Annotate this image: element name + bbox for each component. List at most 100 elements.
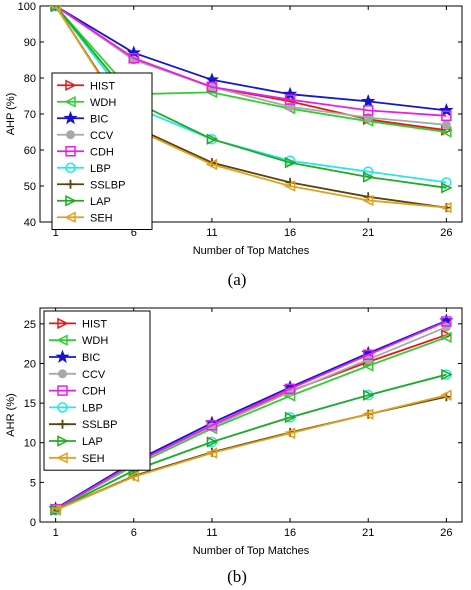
a-point-seh-16 xyxy=(283,180,296,192)
b-series-group xyxy=(48,313,454,516)
a-point-lap-11 xyxy=(206,133,219,145)
a-point-bic-21 xyxy=(361,93,376,108)
b-point-cdh-21 xyxy=(362,349,374,361)
a-x-tick-label: 6 xyxy=(131,227,137,239)
a-y-tick-label: 80 xyxy=(24,73,36,85)
b-y-tick-label: 25 xyxy=(24,319,36,331)
a-point-seh-11 xyxy=(205,158,218,171)
a-series-group xyxy=(49,6,454,214)
a-point-cdh-11 xyxy=(206,81,218,93)
a-point-cdh-16 xyxy=(284,94,296,105)
b-legend-label-sslbp: SSLBP xyxy=(82,419,117,431)
b-point-lap-21 xyxy=(362,389,375,401)
a-x-tick-label: 11 xyxy=(206,227,217,239)
a-point-bic-26 xyxy=(439,102,454,117)
a-legend: HIST WDH BIC CCV CDH LBP SSLBP LAP SEH xyxy=(51,72,153,230)
b-legend-marker-cdh xyxy=(57,385,68,396)
b-legend: HIST WDH BIC CCV CDH LBP SSLBP LAP SEH xyxy=(43,310,151,471)
b-legend-marker-ccv xyxy=(58,369,67,379)
a-x-tick-label: 1 xyxy=(53,227,59,239)
b-legend-marker-wdh xyxy=(56,334,68,346)
b-y-tick-label: 20 xyxy=(24,358,36,370)
b-legend-label-ccv: CCV xyxy=(82,369,106,381)
a-legend-marker-ccv xyxy=(66,130,75,140)
b-legend-label-wdh: WDH xyxy=(82,335,108,347)
b-legend-label-lap: LAP xyxy=(82,436,103,448)
b-legend-marker-hist xyxy=(57,317,69,330)
b-point-wdh-26 xyxy=(440,331,452,344)
a-x-axis-label: Number of Top Matches xyxy=(193,245,310,257)
a-y-tick-label: 100 xyxy=(18,1,36,13)
b-legend-marker-seh xyxy=(56,452,68,464)
a-legend-label-ccv: CCV xyxy=(90,130,114,142)
b-point-seh-16 xyxy=(283,427,296,439)
b-plot-frame xyxy=(39,307,463,523)
b-point-cdh-11 xyxy=(206,420,218,431)
b-y-tick-label: 10 xyxy=(24,438,36,450)
b-series-line-wdh xyxy=(55,336,447,511)
b-series-line-cdh xyxy=(55,320,447,511)
b-legend-marker-sslbp xyxy=(58,419,67,429)
a-point-ccv-26 xyxy=(441,120,451,130)
b-legend-label-lbp: LBP xyxy=(82,402,103,414)
a-legend-label-lap: LAP xyxy=(90,196,111,208)
a-point-seh-26 xyxy=(440,201,452,214)
a-point-bic-6 xyxy=(126,45,141,59)
b-x-tick-label: 1 xyxy=(53,527,59,539)
b-x-tick-label: 21 xyxy=(362,527,374,539)
b-y-tick-label: 15 xyxy=(24,398,36,410)
a-y-tick-label: 50 xyxy=(24,181,36,193)
a-legend-label-wdh: WDH xyxy=(90,97,116,109)
b-series-line-lap xyxy=(55,373,447,511)
a-point-cdh-21 xyxy=(362,105,374,116)
b-y-tick-label: 5 xyxy=(30,477,36,489)
b-legend-label-hist: HIST xyxy=(82,318,107,330)
b-legend-marker-bic xyxy=(55,349,70,364)
b-point-cdh-26 xyxy=(441,316,452,327)
b-x-axis-label: Number of Top Matches xyxy=(193,545,310,557)
b-point-seh-26 xyxy=(440,389,452,401)
a-point-lap-16 xyxy=(284,156,297,169)
b-point-ccv-26 xyxy=(441,322,451,332)
b-x-tick-label: 11 xyxy=(206,527,217,539)
b-legend-label-seh: SEH xyxy=(82,453,105,465)
a-legend-label-sslbp: SSLBP xyxy=(90,179,125,191)
a-x-tick-label: 26 xyxy=(440,227,452,239)
b-series-line-seh xyxy=(55,394,447,511)
a-point-seh-21 xyxy=(362,194,374,207)
a-y-axis-label: AHP (%) xyxy=(5,93,17,136)
a-legend-marker-bic xyxy=(63,110,78,125)
a-legend-marker-wdh xyxy=(64,96,76,108)
a-legend-label-lbp: LBP xyxy=(90,163,111,175)
b-point-seh-11 xyxy=(205,447,218,459)
a-y-tick-label: 90 xyxy=(24,37,36,49)
b-x-tick-label: 16 xyxy=(284,527,296,539)
b-point-lap-16 xyxy=(284,411,297,424)
b-y-tick-label: 0 xyxy=(30,517,36,529)
b-legend-label-bic: BIC xyxy=(82,352,100,364)
a-x-tick-label: 16 xyxy=(284,227,296,239)
b-point-seh-6 xyxy=(127,471,140,483)
a-point-cdh-6 xyxy=(128,52,140,64)
a-legend-label-cdh: CDH xyxy=(90,146,114,158)
b-x-tick-label: 6 xyxy=(131,527,137,539)
a-y-tick-label: 40 xyxy=(24,217,36,229)
b-x-tick-label: 26 xyxy=(440,527,452,539)
a-series-line-ccv xyxy=(55,6,447,126)
b-point-lap-11 xyxy=(206,436,219,448)
a-x-tick-label: 21 xyxy=(362,227,374,239)
b-legend-marker-lap xyxy=(57,435,69,447)
b-legend-marker-lbp xyxy=(57,402,68,413)
b-legend-label-cdh: CDH xyxy=(82,386,106,398)
a-legend-label-hist: HIST xyxy=(90,80,115,92)
b-caption: (b) xyxy=(227,567,247,586)
a-series-line-cdh xyxy=(55,6,447,117)
a-legend-label-bic: BIC xyxy=(90,113,108,125)
a-legend-marker-sslbp xyxy=(66,179,75,189)
a-series-line-bic xyxy=(55,6,447,112)
a-point-cdh-26 xyxy=(441,110,452,122)
a-legend-marker-cdh xyxy=(65,146,76,157)
a-point-seh-1 xyxy=(49,6,61,12)
